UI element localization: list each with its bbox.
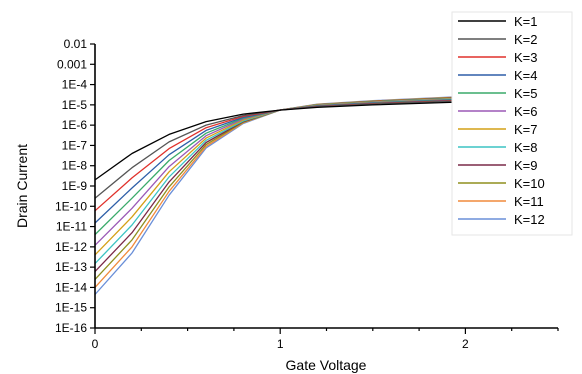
legend-label: K=1 (514, 14, 538, 29)
y-axis-title: Drain Current (14, 144, 30, 228)
y-tick-label: 1E-12 (55, 240, 87, 254)
series-line-k1 (94, 101, 466, 181)
series-line-k7 (94, 97, 466, 256)
series-line-k9 (94, 96, 466, 273)
y-tick-label: 1E-15 (55, 301, 87, 315)
legend-label: K=4 (514, 68, 538, 83)
y-tick-label: 1E-7 (62, 138, 88, 152)
series-line-k4 (94, 99, 466, 224)
legend-label: K=8 (514, 140, 538, 155)
y-tick-label: 1E-10 (55, 199, 87, 213)
legend-label: K=3 (514, 50, 538, 65)
legend: K=1 K=2 K=3 K=4 K=5 K=6 K=7 K=8 K=9 K=10 K=11 K=12 (451, 11, 573, 236)
x-ticks: 0 1 2 (92, 328, 559, 351)
legend-label: K=10 (514, 176, 545, 191)
series-line-k12 (94, 95, 466, 295)
legend-label: K=7 (514, 122, 538, 137)
x-tick-label: 2 (462, 337, 469, 351)
x-tick-label: 1 (277, 337, 284, 351)
legend-label: K=9 (514, 158, 538, 173)
legend-label: K=5 (514, 86, 538, 101)
y-tick-label: 1E-6 (62, 118, 88, 132)
y-tick-label: 0.001 (57, 57, 87, 71)
y-tick-label: 0.01 (64, 37, 88, 51)
y-tick-label: 1E-14 (55, 280, 87, 294)
x-tick-label: 0 (92, 337, 99, 351)
legend-label: K=6 (514, 104, 538, 119)
y-tick-label: 1E-11 (56, 220, 87, 234)
y-tick-label: 1E-9 (62, 179, 88, 193)
y-tick-label: 1E-5 (62, 98, 88, 112)
legend-label: K=2 (514, 32, 538, 47)
y-tick-label: 1E-8 (62, 159, 88, 173)
y-tick-label: 1E-13 (55, 260, 87, 274)
x-axis-title: Gate Voltage (286, 357, 367, 373)
series-line-k2 (94, 100, 466, 199)
series-layer (94, 95, 466, 295)
y-ticks: 0.01 0.001 1E-4 1E-5 1E-6 1E-7 1E-8 1E-9 1E-10 1E… (55, 37, 95, 335)
legend-label: K=11 (514, 194, 544, 209)
series-line-k8 (94, 97, 466, 265)
legend-label: K=12 (514, 212, 545, 227)
series-line-k11 (94, 96, 466, 288)
y-tick-label: 1E-16 (55, 321, 87, 335)
y-tick-label: 1E-4 (62, 78, 88, 92)
legend-box (451, 11, 573, 236)
